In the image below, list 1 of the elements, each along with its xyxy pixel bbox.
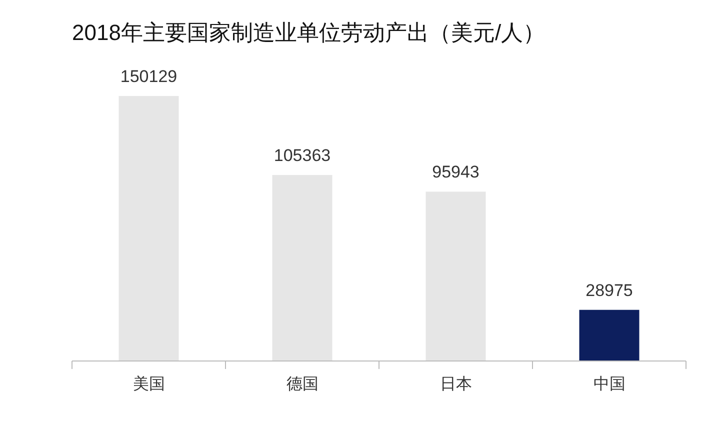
title: 2018年主要国家制造业单位劳动产出（美元/人） bbox=[72, 20, 546, 45]
